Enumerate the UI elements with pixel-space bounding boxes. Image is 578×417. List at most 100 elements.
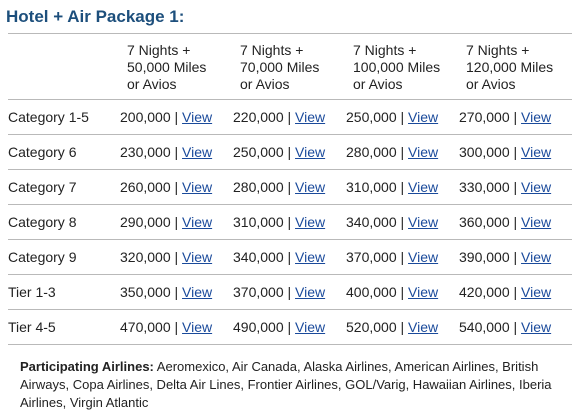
separator: | (400, 318, 405, 335)
separator: | (287, 108, 292, 125)
column-header-70000: 7 Nights + 70,000 Miles or Avios (233, 33, 346, 100)
view-link[interactable]: View (408, 283, 439, 300)
package-table: 7 Nights + 50,000 Miles or Avios 7 Night… (8, 33, 572, 345)
value-cell: 260,000 | View (120, 169, 233, 205)
row-label: Tier 4-5 (8, 309, 120, 345)
view-link[interactable]: View (408, 178, 439, 195)
table-row: Tier 1-3 350,000 | View 370,000 | View 4… (8, 274, 572, 310)
view-link[interactable]: View (521, 143, 552, 160)
column-header-line: or Avios (353, 76, 403, 92)
points-value: 270,000 (459, 108, 510, 125)
row-label: Category 8 (8, 204, 120, 240)
separator: | (513, 213, 518, 230)
value-cell: 310,000 | View (346, 169, 459, 205)
separator: | (174, 213, 179, 230)
points-value: 370,000 (346, 248, 397, 265)
separator: | (174, 143, 179, 160)
value-cell: 290,000 | View (120, 204, 233, 240)
separator: | (174, 248, 179, 265)
value-cell: 490,000 | View (233, 309, 346, 345)
view-link[interactable]: View (182, 108, 213, 125)
separator: | (400, 108, 405, 125)
view-link[interactable]: View (295, 248, 326, 265)
view-link[interactable]: View (295, 143, 326, 160)
points-value: 390,000 (459, 248, 510, 265)
separator: | (400, 143, 405, 160)
points-value: 420,000 (459, 283, 510, 300)
view-link[interactable]: View (295, 108, 326, 125)
separator: | (287, 178, 292, 195)
separator: | (513, 318, 518, 335)
header-corner-cell (8, 33, 120, 100)
view-link[interactable]: View (182, 248, 213, 265)
view-link[interactable]: View (182, 318, 213, 335)
column-header-line: 50,000 Miles (127, 59, 207, 75)
points-value: 280,000 (233, 178, 284, 195)
view-link[interactable]: View (295, 178, 326, 195)
view-link[interactable]: View (521, 283, 552, 300)
view-link[interactable]: View (295, 213, 326, 230)
points-value: 340,000 (346, 213, 397, 230)
package-table-body: Category 1-5 200,000 | View 220,000 | Vi… (8, 99, 572, 345)
view-link[interactable]: View (408, 248, 439, 265)
column-header-line: 7 Nights + (127, 42, 191, 58)
view-link[interactable]: View (521, 213, 552, 230)
view-link[interactable]: View (521, 318, 552, 335)
table-row: Category 6 230,000 | View 250,000 | View… (8, 134, 572, 170)
column-header-100000: 7 Nights + 100,000 Miles or Avios (346, 33, 459, 100)
package-table-container: 7 Nights + 50,000 Miles or Avios 7 Night… (8, 33, 572, 345)
view-link[interactable]: View (182, 178, 213, 195)
row-label: Category 9 (8, 239, 120, 275)
separator: | (287, 248, 292, 265)
column-header-120000: 7 Nights + 120,000 Miles or Avios (459, 33, 572, 100)
separator: | (174, 178, 179, 195)
separator: | (174, 108, 179, 125)
column-header-line: 7 Nights + (353, 42, 417, 58)
value-cell: 370,000 | View (346, 239, 459, 275)
view-link[interactable]: View (182, 143, 213, 160)
points-value: 520,000 (346, 318, 397, 335)
value-cell: 520,000 | View (346, 309, 459, 345)
separator: | (513, 143, 518, 160)
view-link[interactable]: View (408, 108, 439, 125)
value-cell: 280,000 | View (233, 169, 346, 205)
points-value: 200,000 (120, 108, 171, 125)
separator: | (400, 248, 405, 265)
row-label: Category 1-5 (8, 99, 120, 135)
row-label: Category 6 (8, 134, 120, 170)
points-value: 490,000 (233, 318, 284, 335)
page-title: Hotel + Air Package 1: (6, 7, 185, 26)
view-link[interactable]: View (521, 248, 552, 265)
view-link[interactable]: View (408, 213, 439, 230)
value-cell: 220,000 | View (233, 99, 346, 135)
points-value: 230,000 (120, 143, 171, 160)
table-row: Category 1-5 200,000 | View 220,000 | Vi… (8, 99, 572, 135)
view-link[interactable]: View (521, 108, 552, 125)
column-header-line: or Avios (466, 76, 516, 92)
participating-airlines-label: Participating Airlines: (20, 359, 154, 374)
view-link[interactable]: View (408, 318, 439, 335)
view-link[interactable]: View (408, 143, 439, 160)
column-header-line: 100,000 Miles (353, 59, 441, 75)
view-link[interactable]: View (182, 213, 213, 230)
separator: | (513, 108, 518, 125)
table-row: Category 8 290,000 | View 310,000 | View… (8, 204, 572, 240)
separator: | (287, 283, 292, 300)
value-cell: 250,000 | View (346, 99, 459, 135)
points-value: 360,000 (459, 213, 510, 230)
value-cell: 340,000 | View (233, 239, 346, 275)
value-cell: 270,000 | View (459, 99, 572, 135)
view-link[interactable]: View (182, 283, 213, 300)
points-value: 350,000 (120, 283, 171, 300)
separator: | (513, 178, 518, 195)
view-link[interactable]: View (521, 178, 552, 195)
table-row: Category 7 260,000 | View 280,000 | View… (8, 169, 572, 205)
column-header-line: 120,000 Miles (466, 59, 554, 75)
view-link[interactable]: View (295, 283, 326, 300)
value-cell: 280,000 | View (346, 134, 459, 170)
points-value: 310,000 (346, 178, 397, 195)
value-cell: 540,000 | View (459, 309, 572, 345)
column-header-line: 7 Nights + (466, 42, 530, 58)
value-cell: 330,000 | View (459, 169, 572, 205)
view-link[interactable]: View (295, 318, 326, 335)
